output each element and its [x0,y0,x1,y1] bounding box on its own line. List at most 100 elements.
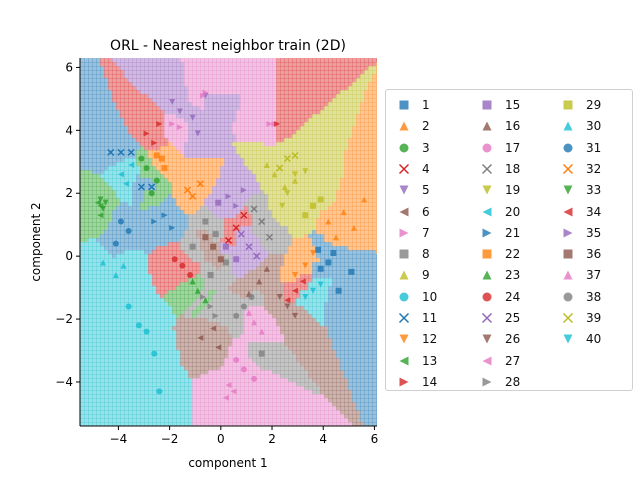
decision-region-cell [184,70,189,75]
decision-region-cell [340,114,345,119]
decision-region-cell [144,134,149,139]
decision-region-cell [288,210,293,215]
decision-region-cell [236,178,241,183]
decision-region-cell [332,298,337,303]
decision-region-cell [156,98,161,103]
decision-region-cell [240,82,245,87]
decision-region-cell [372,254,377,259]
decision-region-cell [276,298,281,303]
decision-region-cell [208,142,213,147]
decision-region-cell [164,126,169,131]
decision-region-cell [168,238,173,243]
decision-region-cell [272,266,277,271]
decision-region-cell [228,270,233,275]
decision-region-cell [100,62,105,67]
decision-region-cell [240,130,245,135]
decision-region-cell [260,206,265,211]
decision-region-cell [248,110,253,115]
decision-region-cell [352,294,357,299]
decision-region-cell [336,66,341,71]
decision-region-cell [176,234,181,239]
decision-region-cell [128,314,133,319]
decision-region-cell [256,210,261,215]
decision-region-cell [232,110,237,115]
decision-region-cell [88,122,93,127]
decision-region-cell [144,190,149,195]
decision-region-cell [84,110,89,115]
decision-region-cell [296,106,301,111]
decision-region-cell [116,110,121,115]
decision-region-cell [356,222,361,227]
decision-region-cell [84,310,89,315]
decision-region-cell [272,198,277,203]
decision-region-cell [192,82,197,87]
decision-region-cell [260,158,265,163]
decision-region-cell [84,82,89,87]
decision-region-cell [296,86,301,91]
decision-region-cell [272,98,277,103]
decision-region-cell [152,194,157,199]
decision-region-cell [132,198,137,203]
decision-region-cell [180,86,185,91]
decision-region-cell [200,270,205,275]
decision-region-cell [252,122,257,127]
decision-region-cell [164,146,169,151]
decision-region-cell [364,206,369,211]
decision-region-cell [220,266,225,271]
decision-region-cell [260,166,265,171]
decision-region-cell [272,130,277,135]
decision-region-cell [148,102,153,107]
decision-region-cell [216,62,221,67]
decision-region-cell [80,66,85,71]
decision-region-cell [300,286,305,291]
decision-region-cell [296,250,301,255]
decision-region-cell [96,234,101,239]
decision-region-cell [220,186,225,191]
decision-region-cell [140,266,145,271]
decision-region-cell [292,158,297,163]
decision-region-cell [80,146,85,151]
decision-region-cell [140,162,145,167]
decision-region-cell [224,134,229,139]
decision-region-cell [164,310,169,315]
decision-region-cell [196,306,201,311]
decision-region-cell [108,250,113,255]
decision-region-cell [360,186,365,191]
decision-region-cell [156,206,161,211]
decision-region-cell [84,106,89,111]
decision-region-cell [248,286,253,291]
decision-region-cell [252,246,257,251]
decision-region-cell [80,178,85,183]
decision-region-cell [244,222,249,227]
decision-region-cell [232,154,237,159]
decision-region-cell [212,294,217,299]
decision-region-cell [148,290,153,295]
decision-region-cell [152,282,157,287]
decision-region-cell [328,186,333,191]
decision-region-cell [268,306,273,311]
decision-region-cell [88,194,93,199]
decision-region-cell [184,262,189,267]
decision-region-cell [352,106,357,111]
decision-region-cell [132,162,137,167]
decision-region-cell [256,102,261,107]
decision-region-cell [132,238,137,243]
decision-region-cell [240,150,245,155]
decision-region-cell [348,182,353,187]
decision-region-cell [224,234,229,239]
decision-region-cell [272,234,277,239]
decision-region-cell [164,258,169,263]
decision-region-cell [268,202,273,207]
decision-region-cell [92,90,97,95]
decision-region-cell [168,278,173,283]
decision-region-cell [260,154,265,159]
decision-region-cell [144,102,149,107]
decision-region-cell [308,242,313,247]
decision-region-cell [340,98,345,103]
decision-region-cell [88,118,93,123]
decision-region-cell [252,290,257,295]
decision-region-cell [268,178,273,183]
decision-region-cell [88,190,93,195]
decision-region-cell [108,166,113,171]
decision-region-cell [140,86,145,91]
